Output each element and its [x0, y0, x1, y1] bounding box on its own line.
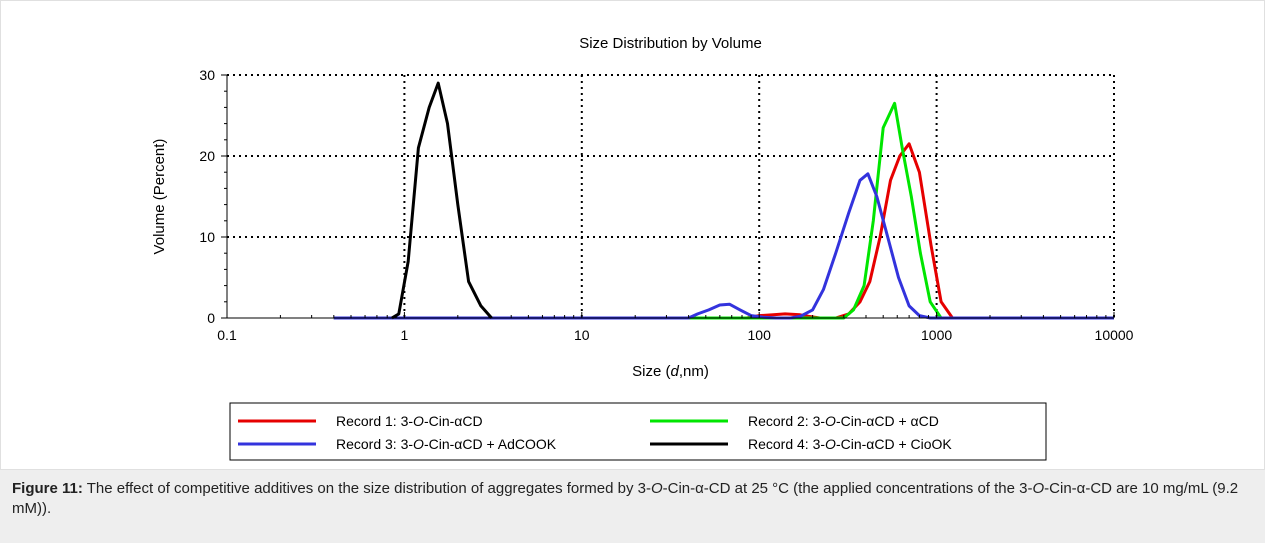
x-axis-label-var: d [671, 363, 680, 380]
caption-text-2: -Cin-α-CD at 25 °C (the applied concentr… [662, 480, 1033, 497]
y-tick-label: 10 [199, 229, 215, 245]
x-tick-label: 1000 [921, 327, 952, 343]
y-tick-label: 0 [207, 310, 215, 326]
series-line-4 [391, 81, 493, 320]
axes [0, 0, 1265, 470]
legend-label-pre: Record 1: 3- [336, 413, 413, 429]
legend-label-4: Record 4: 3-O-Cin-αCD + CioOK [748, 436, 952, 452]
caption-text-3: -Cin-α-CD are 10 mg/mL (9.2 mM)). [12, 480, 1239, 517]
grid [227, 74, 1114, 318]
chart-title: Size Distribution by Volume [579, 35, 762, 52]
legend-box [229, 402, 1047, 461]
series-line-1 [333, 142, 1114, 320]
series-line-2 [333, 101, 1114, 320]
legend-label-pre: Record 3: 3- [336, 436, 413, 452]
x-axis-label-post: ,nm) [679, 363, 709, 380]
legend-label-italic: O [413, 436, 424, 452]
x-axis-label-pre: Size ( [632, 363, 670, 380]
x-tick-label: 0.1 [217, 327, 237, 343]
x-tick-label: 10 [574, 327, 590, 343]
x-tick-label: 100 [748, 327, 772, 343]
legend-label-post: -Cin-αCD [424, 413, 483, 429]
series-lines [333, 81, 1114, 320]
caption-text-1: The effect of competitive additives on t… [82, 480, 651, 497]
legend-label-italic: O [825, 413, 836, 429]
legend-label-1: Record 1: 3-O-Cin-αCD [336, 413, 483, 429]
y-tick-label: 20 [199, 148, 215, 164]
legend: Record 1: 3-O-Cin-αCD Record 2: 3-O-Cin-α… [229, 402, 1047, 461]
legend-label-3: Record 3: 3-O-Cin-αCD + AdCOOK [336, 436, 557, 452]
x-tick-label: 10000 [1095, 327, 1134, 343]
x-tick-label: 1 [401, 327, 409, 343]
caption-italic-1: O [650, 480, 663, 497]
x-axis-label: Size (d,nm) [632, 363, 709, 380]
legend-label-post: -Cin-αCD + CioOK [836, 436, 952, 452]
y-axis-label: Volume (Percent) [151, 139, 168, 255]
legend-label-post: -Cin-αCD + AdCOOK [424, 436, 557, 452]
figure-caption: Figure 11: The effect of competitive add… [0, 470, 1265, 543]
legend-label-pre: Record 2: 3- [748, 413, 825, 429]
legend-label-2: Record 2: 3-O-Cin-αCD + αCD [748, 413, 939, 429]
labels: 0.1 1 10 100 1000 10000 0 10 20 30 Size Distributi… [151, 35, 1134, 380]
legend-label-pre: Record 4: 3- [748, 436, 825, 452]
legend-label-post: -Cin-αCD + αCD [836, 413, 939, 429]
legend-label-italic: O [413, 413, 424, 429]
chart: 0.1 1 10 100 1000 10000 0 10 20 30 Size Distributi… [0, 0, 1265, 470]
series-line-3 [333, 172, 1114, 320]
caption-italic-2: O [1032, 480, 1045, 497]
y-tick-label: 30 [199, 67, 215, 83]
figure-border [0, 0, 1265, 470]
caption-label: Figure 11: [12, 480, 83, 497]
legend-label-italic: O [825, 436, 836, 452]
